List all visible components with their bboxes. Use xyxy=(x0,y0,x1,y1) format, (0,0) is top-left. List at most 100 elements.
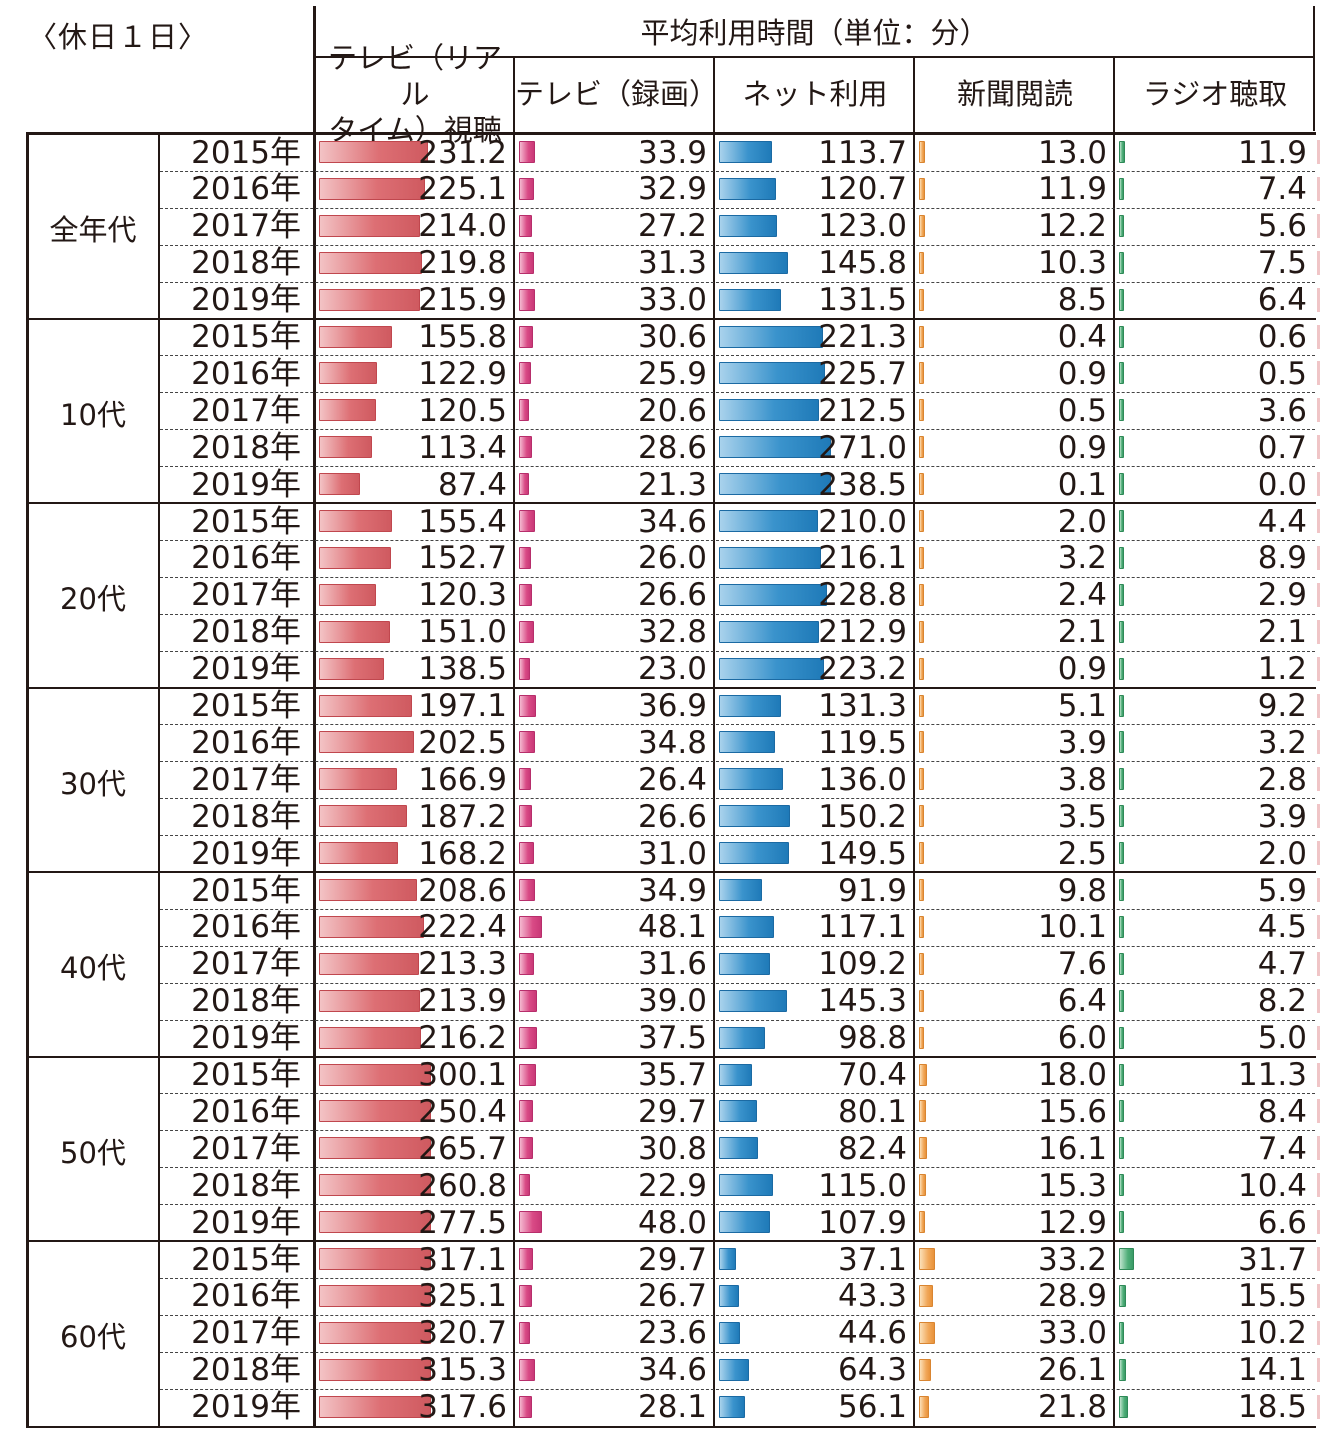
value-cell: 0.5 xyxy=(1257,355,1307,392)
value-cell: 3.2 xyxy=(1257,724,1307,761)
value-bar xyxy=(519,1137,534,1160)
year-label: 2015年 xyxy=(191,503,301,540)
year-label: 2017年 xyxy=(191,208,301,245)
table-title: 平均利用時間（単位：分） xyxy=(640,16,989,50)
year-label: 2018年 xyxy=(191,1167,301,1204)
value-bar xyxy=(1119,1174,1124,1197)
value-cell: 222.4 xyxy=(418,909,507,946)
year-label: 2017年 xyxy=(191,577,301,614)
year-label: 2017年 xyxy=(191,392,301,429)
value-bar xyxy=(719,731,776,754)
value-bar xyxy=(319,251,423,274)
value-cell: 22.9 xyxy=(637,1167,707,1204)
value-cell: 238.5 xyxy=(818,466,907,503)
value-bar xyxy=(1119,1321,1124,1344)
edge-tick xyxy=(1317,361,1320,386)
value-cell: 5.0 xyxy=(1257,1020,1307,1057)
row-divider xyxy=(160,1314,1315,1316)
value-cell: 10.2 xyxy=(1237,1315,1307,1352)
value-cell: 26.7 xyxy=(637,1278,707,1315)
divider-header-bottom xyxy=(26,132,1316,135)
value-bar xyxy=(719,879,763,901)
value-cell: 113.4 xyxy=(418,429,507,466)
value-cell: 1.2 xyxy=(1257,651,1307,688)
year-label: 2019年 xyxy=(191,1020,301,1057)
value-bar xyxy=(719,583,827,606)
value-bar xyxy=(719,473,831,496)
value-cell: 26.6 xyxy=(637,577,707,614)
value-bar xyxy=(919,805,924,828)
value-cell: 98.8 xyxy=(837,1020,907,1057)
value-cell: 12.2 xyxy=(1037,208,1107,245)
value-cell: 187.2 xyxy=(418,798,507,835)
value-cell: 30.6 xyxy=(637,319,707,355)
value-bar xyxy=(1119,1284,1127,1307)
value-bar xyxy=(319,842,399,865)
value-cell: 8.9 xyxy=(1257,540,1307,577)
col-header-tv-recorded: テレビ（録画） xyxy=(515,77,719,111)
year-label: 2018年 xyxy=(191,245,301,282)
value-cell: 197.1 xyxy=(418,688,507,724)
divider-vertical-right-header xyxy=(1313,6,1315,131)
value-cell: 2.0 xyxy=(1057,503,1107,540)
value-bar xyxy=(1119,1063,1125,1086)
row-divider xyxy=(160,244,1315,246)
row-divider xyxy=(160,170,1315,172)
value-bar xyxy=(319,1100,431,1123)
row-divider xyxy=(160,355,1315,357)
year-label: 2018年 xyxy=(191,614,301,651)
value-cell: 32.9 xyxy=(637,171,707,208)
edge-tick xyxy=(1317,619,1320,644)
value-cell: 28.1 xyxy=(637,1389,707,1426)
value-cell: 131.3 xyxy=(818,688,907,724)
value-cell: 82.4 xyxy=(837,1130,907,1167)
value-cell: 14.1 xyxy=(1237,1352,1307,1389)
row-divider xyxy=(160,650,1315,652)
value-bar xyxy=(519,177,535,200)
value-cell: 8.5 xyxy=(1057,282,1107,319)
value-cell: 260.8 xyxy=(418,1167,507,1204)
col-header-newspaper: 新聞閲読 xyxy=(956,77,1073,111)
value-bar xyxy=(519,288,535,311)
row-divider xyxy=(160,539,1315,541)
value-cell: 166.9 xyxy=(418,761,507,798)
value-cell: 13.0 xyxy=(1037,134,1107,171)
value-bar xyxy=(1119,805,1124,828)
divider-bottom xyxy=(26,1425,1316,1428)
value-cell: 152.7 xyxy=(418,540,507,577)
value-bar xyxy=(319,657,385,680)
value-cell: 210.0 xyxy=(818,503,907,540)
divider-group-year xyxy=(158,132,160,1428)
year-label: 2018年 xyxy=(191,983,301,1020)
value-bar xyxy=(519,1248,533,1270)
divider-column-1 xyxy=(513,56,515,1426)
value-cell: 8.2 xyxy=(1257,983,1307,1020)
value-bar xyxy=(319,399,376,422)
value-bar xyxy=(919,1137,927,1160)
row-divider xyxy=(160,576,1315,578)
value-cell: 18.0 xyxy=(1037,1057,1107,1093)
edge-tick xyxy=(1317,914,1320,939)
divider-column-3 xyxy=(913,56,915,1426)
col-header-tv-realtime: テレビ（リアル タイム）視聴 xyxy=(315,41,515,147)
value-bar xyxy=(719,1395,746,1418)
value-bar xyxy=(919,1174,927,1197)
edge-tick xyxy=(1317,582,1320,607)
value-bar xyxy=(919,399,924,422)
value-cell: 39.0 xyxy=(637,983,707,1020)
value-bar xyxy=(719,1248,737,1270)
value-cell: 7.5 xyxy=(1257,245,1307,282)
value-cell: 223.2 xyxy=(818,651,907,688)
value-cell: 138.5 xyxy=(418,651,507,688)
row-divider xyxy=(160,761,1315,763)
value-cell: 3.9 xyxy=(1257,798,1307,835)
row-divider xyxy=(160,429,1315,431)
value-cell: 123.0 xyxy=(818,208,907,245)
value-bar xyxy=(1119,177,1124,200)
value-bar xyxy=(1119,288,1124,311)
edge-tick xyxy=(1317,287,1320,312)
value-bar xyxy=(319,362,377,385)
edge-tick xyxy=(1317,804,1320,829)
value-bar xyxy=(719,1137,758,1160)
row-divider xyxy=(160,982,1315,984)
